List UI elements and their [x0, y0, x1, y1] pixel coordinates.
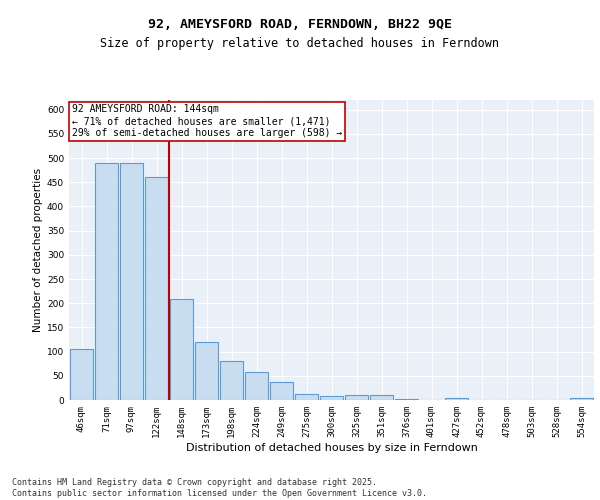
Bar	[245, 372, 268, 400]
Bar	[445, 398, 469, 400]
Bar	[145, 178, 169, 400]
Bar	[70, 349, 94, 400]
Bar	[569, 398, 593, 400]
Text: Size of property relative to detached houses in Ferndown: Size of property relative to detached ho…	[101, 38, 499, 51]
Bar	[370, 395, 394, 400]
Bar	[269, 382, 293, 400]
Bar	[95, 163, 118, 400]
Bar	[194, 342, 218, 400]
Y-axis label: Number of detached properties: Number of detached properties	[33, 168, 43, 332]
X-axis label: Distribution of detached houses by size in Ferndown: Distribution of detached houses by size …	[185, 442, 478, 452]
Bar	[295, 394, 319, 400]
Text: 92, AMEYSFORD ROAD, FERNDOWN, BH22 9QE: 92, AMEYSFORD ROAD, FERNDOWN, BH22 9QE	[148, 18, 452, 30]
Bar	[170, 300, 193, 400]
Text: 92 AMEYSFORD ROAD: 144sqm
← 71% of detached houses are smaller (1,471)
29% of se: 92 AMEYSFORD ROAD: 144sqm ← 71% of detac…	[71, 104, 342, 138]
Text: Contains HM Land Registry data © Crown copyright and database right 2025.
Contai: Contains HM Land Registry data © Crown c…	[12, 478, 427, 498]
Bar	[320, 396, 343, 400]
Bar	[344, 395, 368, 400]
Bar	[119, 163, 143, 400]
Bar	[395, 398, 418, 400]
Bar	[220, 362, 244, 400]
